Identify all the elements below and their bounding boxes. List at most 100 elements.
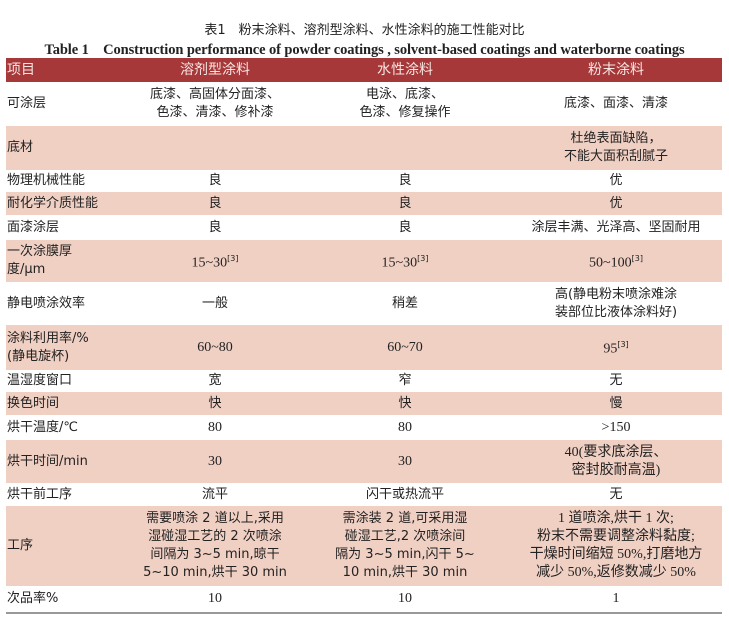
- cell-water: 10: [300, 586, 510, 612]
- cell-solvent: 良: [130, 192, 300, 215]
- cell-item: 烘干时间/min: [6, 440, 130, 483]
- cell-text: 良: [208, 173, 222, 188]
- cell-water: 良: [300, 192, 510, 215]
- header-powder: 粉末涂料: [510, 58, 722, 82]
- cell-text: 物理机械性能: [7, 173, 86, 188]
- table-caption-zh: 表1 粉末涂料、溶剂型涂料、水性涂料的施工性能对比: [204, 23, 525, 38]
- cell-text: 快: [208, 395, 222, 411]
- cell-item: 耐化学介质性能: [6, 192, 130, 215]
- table-row: 烘干温度/℃ 80 80 >150: [6, 415, 722, 440]
- table-row: 一次涂膜厚 度/μm 15~30[3] 15~30[3] 50~100[3]: [6, 240, 722, 282]
- cell-water: 闪干或热流平: [300, 483, 510, 506]
- cell-item: 换色时间: [6, 392, 130, 415]
- cell-text: 良: [398, 195, 412, 211]
- cell-water: 60~70: [300, 325, 510, 370]
- cell-text: 50~100: [589, 255, 632, 271]
- cell-powder: 优: [510, 170, 722, 192]
- cell-text: 可涂层: [7, 96, 47, 111]
- cell-text: 工序: [7, 538, 34, 553]
- cell-text: 1 道喷涂,烘干 1 次; 粉末不需要调整涂料黏度; 干燥时间缩短 50%,打磨…: [529, 511, 703, 580]
- cell-text: 稍差: [391, 295, 418, 311]
- citation-ref: [3]: [227, 253, 239, 263]
- cell-solvent: 15~30[3]: [130, 240, 300, 282]
- cell-text: 10: [208, 591, 222, 606]
- cell-powder: 95[3]: [510, 325, 722, 370]
- cell-text: 涂料利用率/% (静电旋杯): [7, 330, 89, 364]
- cell-item: 面漆涂层: [6, 215, 130, 240]
- cell-water: [300, 126, 510, 170]
- cell-item: 烘干前工序: [6, 483, 130, 506]
- table-row: 工序 需要喷涂 2 道以上,采用 湿碰湿工艺的 2 次喷涂 间隔为 3~5 min…: [6, 506, 722, 586]
- table-row: 涂料利用率/% (静电旋杯) 60~80 60~70 95[3]: [6, 325, 722, 370]
- cell-text: 10: [398, 591, 412, 606]
- cell-text: 烘干前工序: [7, 486, 73, 502]
- cell-solvent: [130, 126, 300, 170]
- cell-powder: 40(要求底涂层、 密封胶耐高温): [510, 440, 722, 483]
- cell-text: 底漆、高固体分面漆、 色漆、清漆、修补漆: [149, 87, 280, 120]
- cell-item: 工序: [6, 506, 130, 586]
- cell-powder: 慢: [510, 392, 722, 415]
- cell-text: 高(静电粉末喷涂难涂 装部位比液体涂料好): [554, 286, 678, 320]
- cell-text: 杜绝表面缺陷， 不能大面积刮腻子: [563, 131, 668, 164]
- header-solvent: 溶剂型涂料: [130, 58, 300, 82]
- cell-text: 换色时间: [7, 395, 60, 411]
- table-row: 物理机械性能 良 良 优: [6, 170, 722, 192]
- cell-water: 需涂装 2 道,可采用湿 碰湿工艺,2 次喷涂间 隔为 3~5 min,闪干 5…: [300, 506, 510, 586]
- cell-item: 烘干温度/℃: [6, 415, 130, 440]
- cell-solvent: 快: [130, 392, 300, 415]
- cell-solvent: 良: [130, 170, 300, 192]
- cell-solvent: 良: [130, 215, 300, 240]
- cell-text: 无: [609, 486, 623, 502]
- cell-text: 良: [398, 173, 412, 188]
- cell-water: 快: [300, 392, 510, 415]
- cell-text: 60~80: [197, 339, 233, 355]
- cell-text: >150: [601, 419, 631, 435]
- header-water: 水性涂料: [300, 58, 510, 82]
- cell-item: 次品率%: [6, 586, 130, 612]
- table-row: 次品率% 10 10 1: [6, 586, 722, 612]
- comparison-table: 项目 溶剂型涂料 水性涂料 粉末涂料 可涂层 底漆、高固体分面漆、 色漆、清漆、修…: [6, 58, 722, 612]
- cell-powder: 1 道喷涂,烘干 1 次; 粉末不需要调整涂料黏度; 干燥时间缩短 50%,打磨…: [510, 506, 722, 586]
- table-row: 烘干时间/min 30 30 40(要求底涂层、 密封胶耐高温): [6, 440, 722, 483]
- cell-text: 静电喷涂效率: [7, 295, 86, 311]
- cell-text: 底漆、面漆、清漆: [563, 96, 668, 111]
- cell-powder: 无: [510, 483, 722, 506]
- cell-powder: 50~100[3]: [510, 240, 722, 282]
- cell-solvent: 30: [130, 440, 300, 483]
- cell-text: 涂层丰满、光泽高、坚固耐用: [531, 219, 701, 235]
- cell-text: 80: [208, 419, 222, 435]
- cell-solvent: 60~80: [130, 325, 300, 370]
- cell-item: 物理机械性能: [6, 170, 130, 192]
- cell-powder: >150: [510, 415, 722, 440]
- cell-solvent: 宽: [130, 370, 300, 392]
- cell-powder: 高(静电粉末喷涂难涂 装部位比液体涂料好): [510, 282, 722, 325]
- cell-text: 良: [398, 219, 412, 235]
- citation-ref: [3]: [417, 253, 429, 263]
- table-header-row: 项目 溶剂型涂料 水性涂料 粉末涂料: [6, 58, 722, 82]
- cell-text: 15~30: [191, 255, 228, 271]
- cell-item: 一次涂膜厚 度/μm: [6, 240, 130, 282]
- citation-ref: [3]: [631, 253, 643, 263]
- cell-text: 无: [609, 373, 623, 388]
- table-row: 底材 杜绝表面缺陷， 不能大面积刮腻子: [6, 126, 722, 170]
- cell-text: 温湿度窗口: [7, 373, 73, 388]
- table-bottom-rule: [6, 612, 722, 614]
- cell-text: 快: [398, 395, 412, 411]
- cell-item: 静电喷涂效率: [6, 282, 130, 325]
- cell-text: 底材: [7, 140, 34, 155]
- cell-text: 慢: [609, 395, 623, 411]
- cell-text: 良: [208, 219, 222, 235]
- cell-item: 温湿度窗口: [6, 370, 130, 392]
- cell-text: 电泳、底漆、 色漆、修复操作: [359, 87, 451, 120]
- cell-text: 耐化学介质性能: [7, 195, 99, 211]
- cell-text: 面漆涂层: [7, 219, 60, 235]
- table-caption-en: Table 1 Construction performance of powd…: [44, 42, 685, 58]
- cell-item: 可涂层: [6, 82, 130, 126]
- cell-solvent: 需要喷涂 2 道以上,采用 湿碰湿工艺的 2 次喷涂 间隔为 3~5 min,晾…: [130, 506, 300, 586]
- cell-water: 良: [300, 170, 510, 192]
- cell-text: 宽: [208, 373, 222, 388]
- cell-text: 一般: [201, 295, 228, 311]
- cell-text: 烘干温度/℃: [7, 419, 78, 435]
- cell-text: 需要喷涂 2 道以上,采用 湿碰湿工艺的 2 次喷涂 间隔为 3~5 min,晾…: [143, 511, 287, 580]
- cell-solvent: 底漆、高固体分面漆、 色漆、清漆、修补漆: [130, 82, 300, 126]
